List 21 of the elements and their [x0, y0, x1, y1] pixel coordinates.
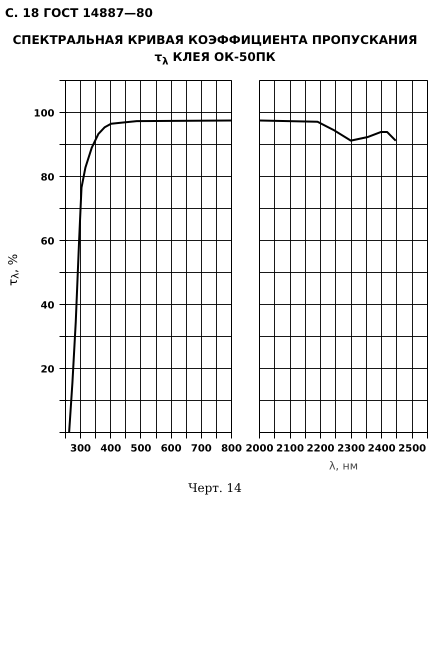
y-tick-label: 80	[40, 172, 55, 184]
y-tick-label: 20	[40, 364, 55, 376]
x-tick-label: 2000	[246, 443, 274, 454]
x-tick-label: 2100	[276, 443, 304, 454]
y-tick-label: 60	[40, 236, 55, 248]
x-tick-label: 2400	[368, 443, 396, 454]
text: С. 18 ГОСТ 14887—80	[5, 5, 153, 22]
x-tick-label: 800	[221, 443, 242, 454]
x-tick-label: 700	[190, 443, 212, 454]
x-tick-label: 400	[100, 443, 122, 454]
text: Черт. 14	[188, 480, 242, 497]
x-tick-label: 2300	[337, 443, 366, 454]
y-tick-label: 40	[40, 300, 55, 312]
x-axis-title: λ, нм	[329, 459, 358, 472]
chart-title: СПЕКТРАЛЬНАЯ КРИВАЯ КОЭФФИЦИЕНТА ПРОПУСКАНИЯ τ$_{λ}$ КЛЕЯ ОК-50ПК	[12, 32, 418, 70]
x-tick-label: 2500	[398, 443, 426, 454]
x-tick-label: 500	[130, 443, 152, 454]
x-tick-label: 600	[160, 443, 182, 454]
y-tick-label: 100	[34, 108, 55, 120]
x-tick-label: 300	[70, 443, 92, 454]
x-tick-label: 2200	[306, 443, 335, 454]
